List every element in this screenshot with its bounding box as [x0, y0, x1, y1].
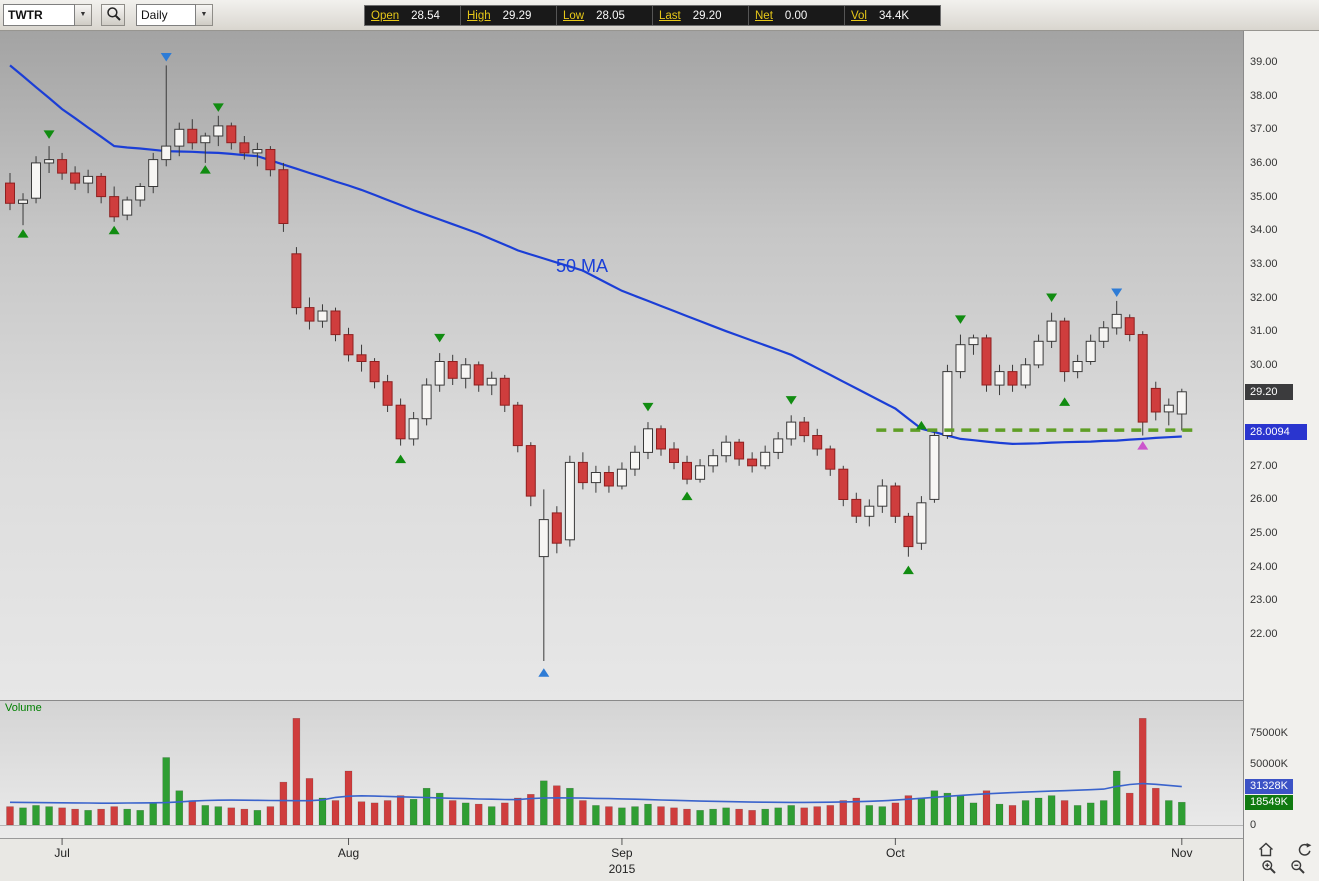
month-label: Nov [1171, 846, 1192, 860]
volume-tick-label: 75000K [1250, 727, 1288, 739]
green-up-marker [108, 225, 120, 235]
toolbar: ▼ Daily ▼ Open 28.54 High 29.29 [0, 0, 1319, 31]
volume-panel-label: Volume [5, 702, 42, 714]
price-tick-label: 36.00 [1250, 156, 1278, 169]
green-down-marker [1046, 293, 1058, 303]
price-tick-label: 34.00 [1250, 224, 1278, 237]
symbol-combo: ▼ [3, 4, 92, 26]
blue-down-marker [1111, 288, 1123, 298]
volume-tick-label: 0 [1250, 819, 1257, 831]
symbol-dropdown-button[interactable]: ▼ [75, 4, 92, 26]
period-dropdown-button[interactable]: ▼ [196, 4, 213, 26]
green-up-marker [199, 165, 211, 174]
price-tick-label: 32.00 [1250, 291, 1278, 304]
quote-low: Low 28.05 [557, 6, 653, 25]
period-select[interactable]: Daily [136, 4, 196, 26]
month-label: Oct [886, 846, 905, 860]
price-axis: 29.20 28.0094 31328K 18549K [1243, 30, 1319, 881]
reset-view-button[interactable] [1294, 842, 1314, 859]
price-tick-label: 30.00 [1250, 358, 1278, 371]
price-tick-label: 26.00 [1250, 493, 1278, 506]
volume-ma-badge: 31328K [1245, 778, 1293, 794]
green-down-marker [642, 402, 654, 412]
green-up-marker [17, 229, 29, 238]
price-tick-label: 31.00 [1250, 325, 1278, 338]
blue-down-marker [160, 52, 172, 62]
month-label: Jul [54, 846, 69, 860]
quote-last: Last 29.20 [653, 6, 749, 25]
period-combo: Daily ▼ [136, 4, 213, 26]
green-up-marker [395, 454, 407, 464]
quote-open: Open 28.54 [365, 6, 461, 25]
green-down-marker [43, 130, 55, 139]
price-tick-label: 22.00 [1250, 628, 1278, 641]
zoom-out-button[interactable] [1288, 859, 1308, 876]
ma-value-badge: 28.0094 [1245, 423, 1307, 440]
zoom-out-icon [1291, 860, 1305, 874]
volume-tick-label: 50000K [1250, 757, 1288, 770]
ma50-label: 50 MA [556, 256, 609, 276]
zoom-in-button[interactable] [1259, 859, 1279, 876]
quote-panel: Open 28.54 High 29.29 Low 28.05 Last 29.… [364, 5, 941, 26]
magenta-up-marker [1137, 441, 1149, 450]
candles-layer [5, 65, 1187, 661]
home-icon [1259, 842, 1273, 857]
quote-net: Net 0.00 [749, 6, 845, 25]
month-label: Sep [611, 846, 633, 860]
green-down-marker [785, 396, 797, 405]
year-label: 2015 [609, 862, 636, 876]
price-tick-label: 39.00 [1250, 56, 1278, 68]
green-up-marker [915, 420, 927, 430]
reset-arrow-icon [1298, 843, 1312, 856]
green-down-marker [434, 333, 446, 343]
search-icon [107, 7, 121, 21]
home-button[interactable] [1256, 842, 1276, 859]
green-down-marker [954, 315, 966, 324]
green-up-marker [681, 491, 693, 501]
chevron-down-icon: ▼ [79, 11, 87, 18]
last-price-badge: 29.20 [1245, 383, 1293, 400]
month-label: Aug [338, 846, 359, 860]
volume-bars [6, 718, 1186, 826]
volume-value-badge: 18549K [1245, 795, 1293, 811]
price-tick-label: 24.00 [1250, 560, 1278, 573]
symbol-search-button[interactable] [101, 4, 125, 26]
quote-high: High 29.29 [461, 6, 557, 25]
price-tick-label: 38.00 [1250, 89, 1278, 102]
green-down-marker [212, 103, 224, 112]
blue-up-marker [538, 668, 550, 677]
price-tick-label: 35.00 [1250, 190, 1278, 203]
price-tick-label: 23.00 [1250, 594, 1278, 607]
volume-ma-line [9, 782, 1182, 805]
chevron-down-icon: ▼ [200, 11, 208, 18]
price-tick-label: 33.00 [1250, 257, 1278, 270]
symbol-input[interactable] [3, 4, 75, 26]
price-tick-label: 37.00 [1250, 123, 1278, 136]
zoom-in-icon [1262, 860, 1276, 874]
green-up-marker [902, 565, 914, 575]
quote-volume: Vol 34.4K [851, 9, 910, 22]
price-chart[interactable]: Jul Aug Sep Oct Nov 2015 [0, 30, 1243, 881]
price-tick-label: 27.00 [1250, 459, 1278, 472]
green-up-marker [1059, 397, 1071, 406]
ma50-line [9, 64, 1182, 446]
time-axis-strip [0, 838, 1243, 881]
price-tick-label: 25.00 [1250, 527, 1278, 540]
